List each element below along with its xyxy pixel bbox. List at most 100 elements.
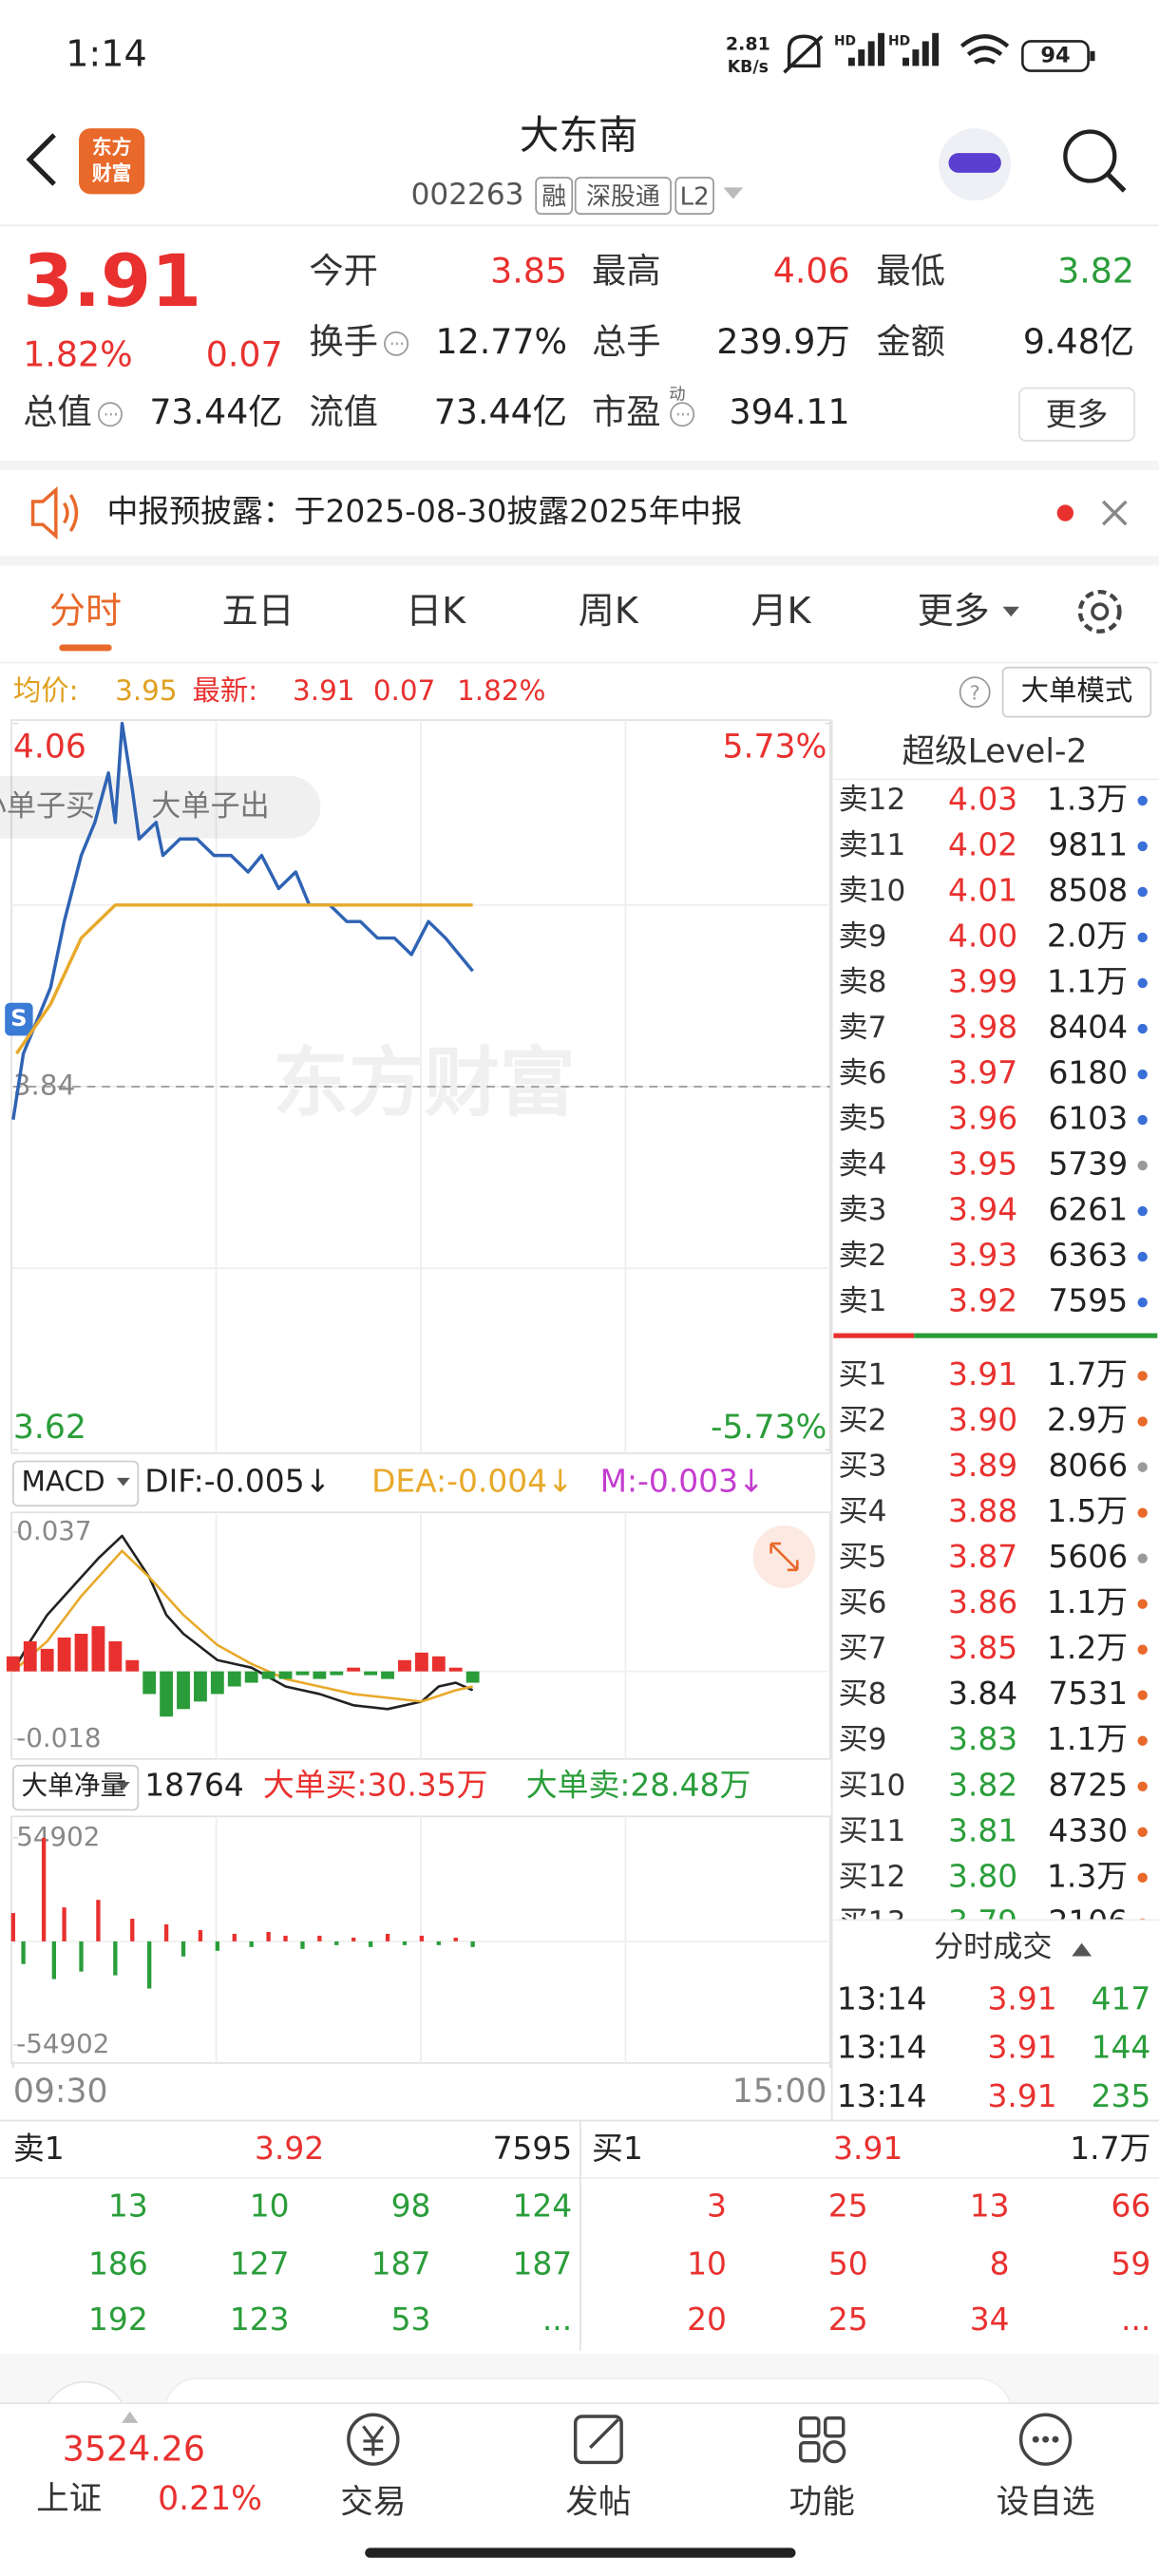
search-button[interactable] xyxy=(1063,129,1117,183)
depth-cell: 123 xyxy=(230,2301,290,2338)
tab[interactable]: 周K xyxy=(579,590,639,632)
last-price: 3.91 xyxy=(23,238,201,323)
tab-dropdown xyxy=(1002,606,1019,617)
depth-cell: 53 xyxy=(391,2301,431,2338)
book-volume: 1.1万 xyxy=(1047,1720,1128,1757)
y2-tick-label: 5.73% xyxy=(723,729,827,767)
settings-button[interactable] xyxy=(1077,589,1122,634)
series-bar xyxy=(142,1671,157,1695)
tag-box xyxy=(574,177,672,215)
help-text: ? xyxy=(970,681,980,704)
indicator-selector[interactable] xyxy=(11,1764,140,1811)
book-label: 买4 xyxy=(839,1495,887,1529)
indicator: 大单买:30.35万 xyxy=(263,1767,488,1804)
book-price: 3.86 xyxy=(948,1583,1017,1620)
book-volume: 1.1万 xyxy=(1047,1583,1128,1620)
depth-cell: 10 xyxy=(250,2188,290,2225)
book-dot xyxy=(1137,1735,1148,1746)
selector-dropdown xyxy=(116,1782,130,1790)
mode-label: 大单模式 xyxy=(1021,674,1133,707)
nav-label: 设自选 xyxy=(997,2484,1095,2522)
book-volume: 8508 xyxy=(1048,871,1128,908)
nav-icon xyxy=(799,2440,821,2463)
prev-close-label: 3.84 xyxy=(13,1070,75,1102)
mode-button[interactable] xyxy=(1001,666,1152,718)
book-label: 买12 xyxy=(839,1860,906,1894)
nav-icon xyxy=(362,2425,385,2456)
book-price: 3.85 xyxy=(948,1629,1017,1666)
tab[interactable]: 日K xyxy=(406,590,466,632)
tab[interactable]: 五日 xyxy=(222,590,294,632)
x-tick-label: 15:00 xyxy=(732,2073,827,2111)
book-volume: 6180 xyxy=(1048,1054,1128,1091)
nav-item[interactable]: 发帖 xyxy=(565,2415,632,2522)
signal-tag: HD xyxy=(834,33,856,48)
tab-underline xyxy=(59,644,112,652)
back-button[interactable] xyxy=(26,133,56,186)
depth-cell: 59 xyxy=(1112,2245,1151,2282)
depth-label: 买1 xyxy=(592,2130,643,2167)
home-indicator xyxy=(365,2548,796,2558)
dropdown xyxy=(723,187,744,199)
index-change: 0.21% xyxy=(158,2480,262,2518)
book-label: 买9 xyxy=(839,1723,887,1757)
depth-cell: 50 xyxy=(828,2245,868,2282)
series-bar xyxy=(249,1941,254,1947)
band xyxy=(0,460,1159,471)
book-label: 卖6 xyxy=(839,1056,887,1090)
series-bar xyxy=(79,1941,84,1972)
book-label: 买11 xyxy=(839,1814,906,1848)
series-bar xyxy=(51,1941,57,1979)
wifi-icon xyxy=(960,34,1010,65)
depth-cell: 13 xyxy=(970,2188,1010,2225)
book-price: 3.93 xyxy=(948,1237,1017,1274)
indicator: DIF:-0.005↓ xyxy=(144,1463,331,1500)
nav-item[interactable]: 功能 xyxy=(789,2415,855,2522)
nav-bar xyxy=(0,2403,1159,2576)
indicator-selector[interactable] xyxy=(11,1460,140,1507)
book-volume: 8404 xyxy=(1048,1009,1128,1046)
series-bar xyxy=(330,1671,344,1676)
nav-item[interactable]: 交易 xyxy=(340,2413,406,2522)
index-value[interactable]: 3524.26 xyxy=(63,2428,205,2469)
book-volume: 1.2万 xyxy=(1047,1629,1128,1666)
series-line xyxy=(11,1549,473,1703)
book-label: 买13 xyxy=(839,1905,906,1940)
more-button[interactable] xyxy=(1018,387,1135,442)
book-price: 3.96 xyxy=(948,1100,1017,1137)
nav-item[interactable]: 设自选 xyxy=(997,2413,1095,2522)
book-dot xyxy=(1137,795,1148,806)
tab[interactable]: 更多 xyxy=(918,590,990,632)
y2-tick-label: -5.73% xyxy=(711,1409,826,1447)
depth-cell: 25 xyxy=(828,2301,868,2338)
trade-time: 13:14 xyxy=(837,1980,927,2017)
book-volume: 2106 xyxy=(1048,1903,1128,1940)
series-bar xyxy=(385,1933,390,1941)
book-volume: 9811 xyxy=(1048,825,1128,862)
book-dot xyxy=(1137,1599,1148,1609)
signal-bar xyxy=(867,41,875,66)
series-bar xyxy=(368,1941,373,1947)
depth-cell: 25 xyxy=(828,2188,868,2225)
marker-text: S xyxy=(10,1005,27,1032)
series-bar xyxy=(215,1941,220,1951)
series-bar xyxy=(6,1656,20,1672)
indicator: DEA:-0.004↓ xyxy=(371,1463,573,1500)
trade-volume: 144 xyxy=(1092,2029,1151,2066)
tab[interactable]: 分时 xyxy=(49,590,122,632)
series-bar xyxy=(177,1671,190,1710)
battery-level: 94 xyxy=(1040,43,1070,67)
selector-label: 大单净量 xyxy=(21,1770,126,1801)
stock-tag: 深股通 xyxy=(586,182,660,211)
field-label: 最高 xyxy=(592,250,661,291)
tag-box xyxy=(674,177,714,215)
series-bar xyxy=(41,1837,47,1941)
close-button[interactable] xyxy=(1101,500,1128,526)
depth-volume: 7595 xyxy=(493,2130,573,2167)
nav-icon xyxy=(1052,2435,1059,2443)
tab[interactable]: 月K xyxy=(750,590,811,632)
settings-hub xyxy=(1091,602,1110,621)
trades-arrow xyxy=(1072,1942,1092,1957)
